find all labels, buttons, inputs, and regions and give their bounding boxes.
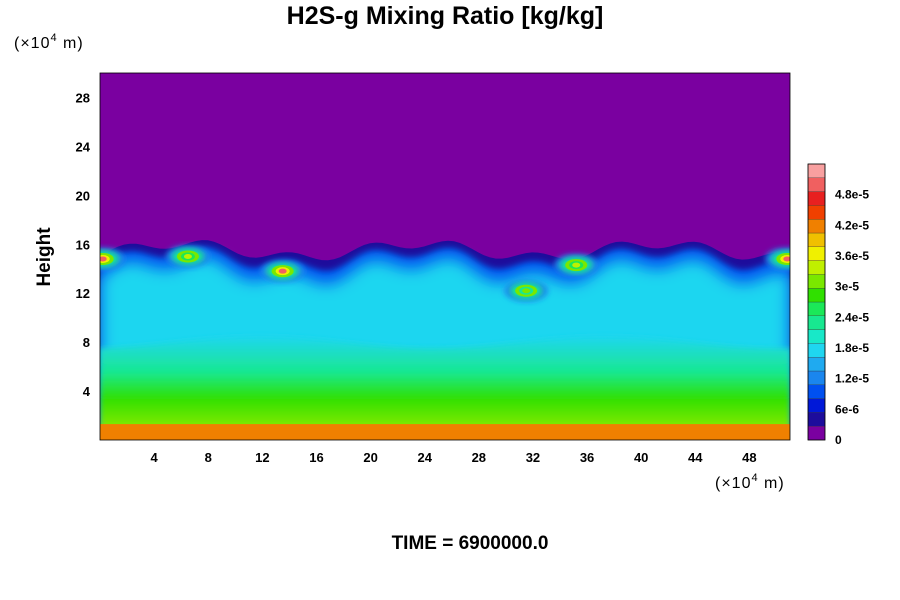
plot-frame bbox=[99, 72, 791, 441]
colorbar-segment bbox=[807, 301, 826, 316]
y-tick-label: 20 bbox=[76, 188, 90, 203]
blob-0 bbox=[100, 247, 125, 270]
colorbar-segment bbox=[807, 219, 826, 234]
y-unit-prefix: (×10 bbox=[14, 35, 50, 52]
colorbar-segment bbox=[807, 288, 826, 303]
x-tick-label: 40 bbox=[634, 450, 648, 465]
x-tick-label: 44 bbox=[688, 450, 703, 465]
colorbar-segment bbox=[807, 329, 826, 344]
blob-2 bbox=[260, 260, 305, 283]
x-tick-label: 36 bbox=[580, 450, 594, 465]
colorbar-segment bbox=[807, 177, 826, 192]
y-unit-exp: 4 bbox=[50, 32, 57, 44]
colorbar-segment bbox=[807, 357, 826, 372]
x-unit-label: (×104 m) bbox=[715, 472, 785, 492]
blob-contour bbox=[183, 254, 192, 259]
colorbar-segment bbox=[807, 163, 826, 178]
colorbar-segment bbox=[807, 232, 826, 247]
y-unit-label: (×104 m) bbox=[14, 32, 84, 52]
y-tick-label: 4 bbox=[83, 384, 91, 399]
colorbar-segment bbox=[807, 343, 826, 358]
y-unit-suffix: m) bbox=[58, 35, 84, 52]
y-tick-label: 28 bbox=[76, 90, 90, 105]
colorbar-segment bbox=[807, 398, 826, 413]
colorbar-segment bbox=[807, 384, 826, 399]
blob-contour bbox=[783, 256, 790, 262]
blob-5 bbox=[554, 254, 599, 277]
colorbar-tick-label: 6e-6 bbox=[835, 402, 859, 416]
blob-4 bbox=[504, 279, 549, 302]
x-unit-exp: 4 bbox=[751, 472, 758, 484]
blob-contour bbox=[522, 288, 531, 294]
colorbar-segment bbox=[807, 426, 826, 441]
colorbar-tick-label: 3e-5 bbox=[835, 280, 859, 294]
x-tick-label: 28 bbox=[472, 450, 486, 465]
blob-1 bbox=[765, 247, 790, 270]
surface-band bbox=[100, 424, 790, 440]
colorbar-segment bbox=[807, 191, 826, 206]
colorbar-tick-label: 2.4e-5 bbox=[835, 310, 869, 324]
colorbar-segment bbox=[807, 370, 826, 385]
y-tick-label: 24 bbox=[76, 139, 91, 154]
heatmap-field bbox=[100, 240, 790, 440]
colorbar-segment bbox=[807, 315, 826, 330]
colorbar-segment bbox=[807, 246, 826, 261]
plot-area bbox=[100, 73, 790, 440]
colorbar-tick-label: 0 bbox=[835, 433, 842, 447]
x-axis-ticks: 4 8 12 16 20 24 28 32 36 40 44 48 bbox=[151, 450, 757, 465]
colorbar-tick-label: 4.2e-5 bbox=[835, 218, 869, 232]
y-tick-label: 12 bbox=[76, 286, 90, 301]
x-tick-label: 16 bbox=[309, 450, 323, 465]
x-tick-label: 20 bbox=[363, 450, 377, 465]
x-unit-suffix: m) bbox=[759, 475, 785, 492]
colorbar-tick-label: 1.8e-5 bbox=[835, 341, 869, 355]
blob-contour bbox=[100, 256, 107, 262]
blob-3 bbox=[165, 245, 210, 268]
x-tick-label: 24 bbox=[417, 450, 432, 465]
lower-gradient-field bbox=[100, 336, 790, 440]
colorbar-tick-label: 1.2e-5 bbox=[835, 372, 869, 386]
x-unit-prefix: (×10 bbox=[715, 475, 751, 492]
colorbar-segment bbox=[807, 274, 826, 289]
colorbar bbox=[807, 163, 826, 441]
x-tick-label: 8 bbox=[205, 450, 212, 465]
heatmap-blobs bbox=[100, 245, 790, 302]
blob-contour bbox=[278, 268, 287, 274]
colorbar-segment bbox=[807, 205, 826, 220]
colorbar-tick-label: 3.6e-5 bbox=[835, 249, 869, 263]
x-tick-label: 4 bbox=[151, 450, 159, 465]
y-tick-label: 16 bbox=[76, 237, 90, 252]
blob-contour bbox=[572, 262, 581, 268]
y-tick-label: 8 bbox=[83, 335, 90, 350]
chart-title: H2S-g Mixing Ratio [kg/kg] bbox=[287, 2, 604, 30]
colorbar-segment bbox=[807, 260, 826, 275]
y-axis-label: Height bbox=[34, 227, 55, 287]
x-tick-label: 12 bbox=[255, 450, 269, 465]
time-label: TIME = 6900000.0 bbox=[392, 533, 549, 554]
colorbar-tick-label: 4.8e-5 bbox=[835, 188, 869, 202]
y-axis-ticks: 4 8 12 16 20 24 28 bbox=[76, 90, 91, 399]
x-tick-label: 32 bbox=[526, 450, 540, 465]
colorbar-segment bbox=[807, 412, 826, 427]
colorbar-frame bbox=[807, 163, 826, 441]
colorbar-ticks: 0 6e-6 1.2e-5 1.8e-5 2.4e-5 3e-5 3.6e-5 4.2e-5 4… bbox=[835, 188, 869, 447]
x-tick-label: 48 bbox=[742, 450, 756, 465]
